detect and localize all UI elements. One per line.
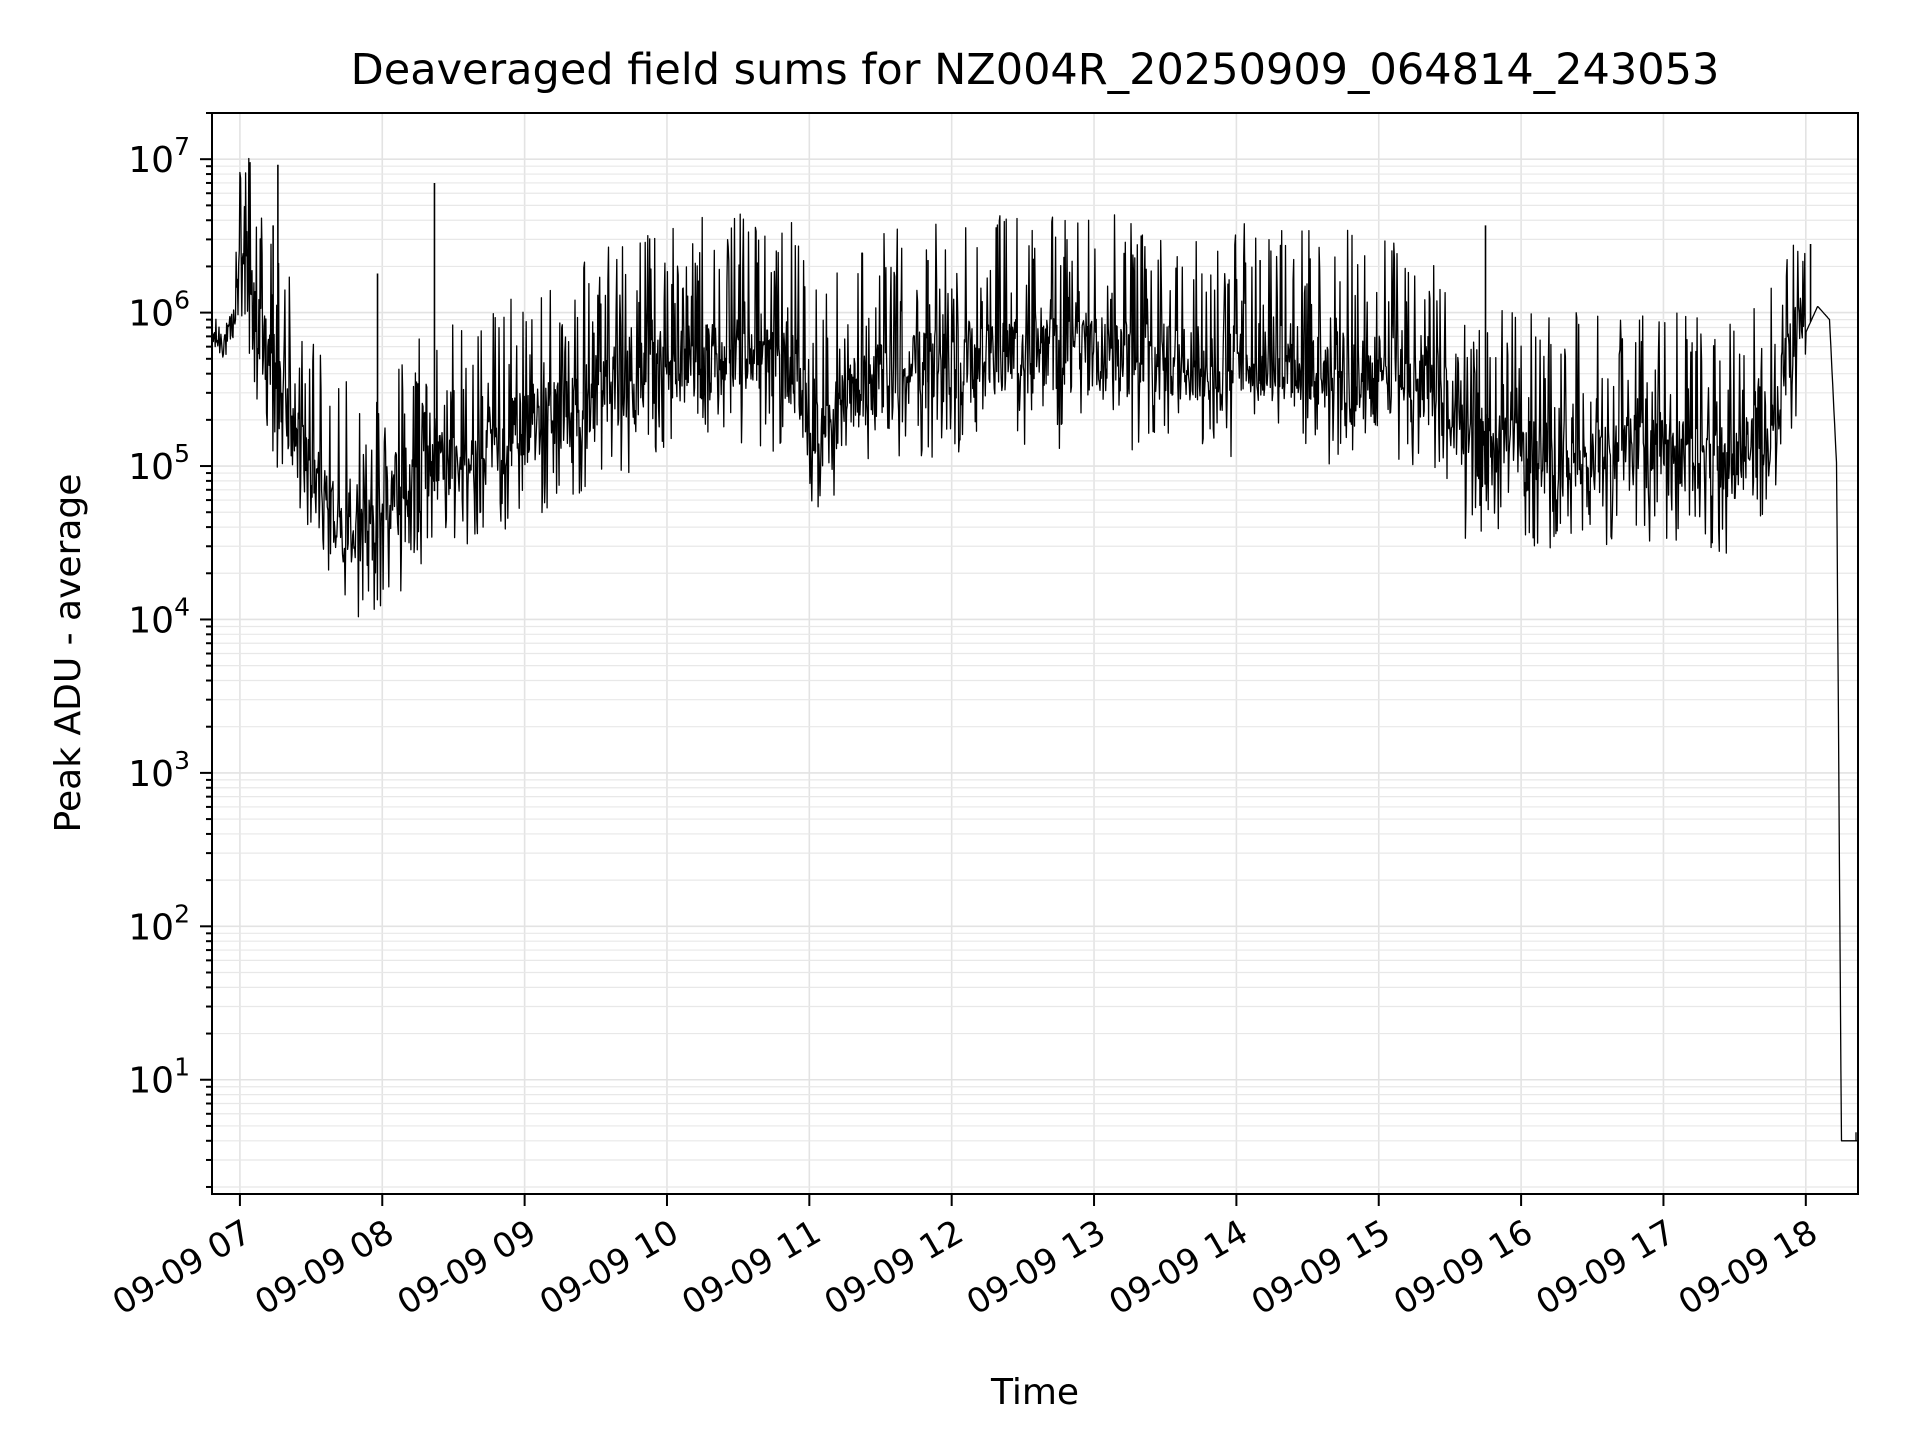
chart-title: Deaveraged field sums for NZ004R_2025090… <box>351 45 1720 95</box>
x-axis-label: Time <box>990 1372 1079 1413</box>
y-tick-label: 106 <box>128 286 190 335</box>
y-axis-label: Peak ADU - average <box>48 474 89 833</box>
series-line <box>210 157 1859 1142</box>
y-tick-label: 102 <box>128 899 190 948</box>
y-tick-label: 103 <box>128 746 190 795</box>
y-tick-label: 104 <box>128 592 190 641</box>
y-tick-label: 105 <box>128 439 190 488</box>
y-tick-label: 101 <box>128 1053 190 1102</box>
y-tick-label: 107 <box>128 132 190 181</box>
data-layer <box>210 157 1859 1142</box>
